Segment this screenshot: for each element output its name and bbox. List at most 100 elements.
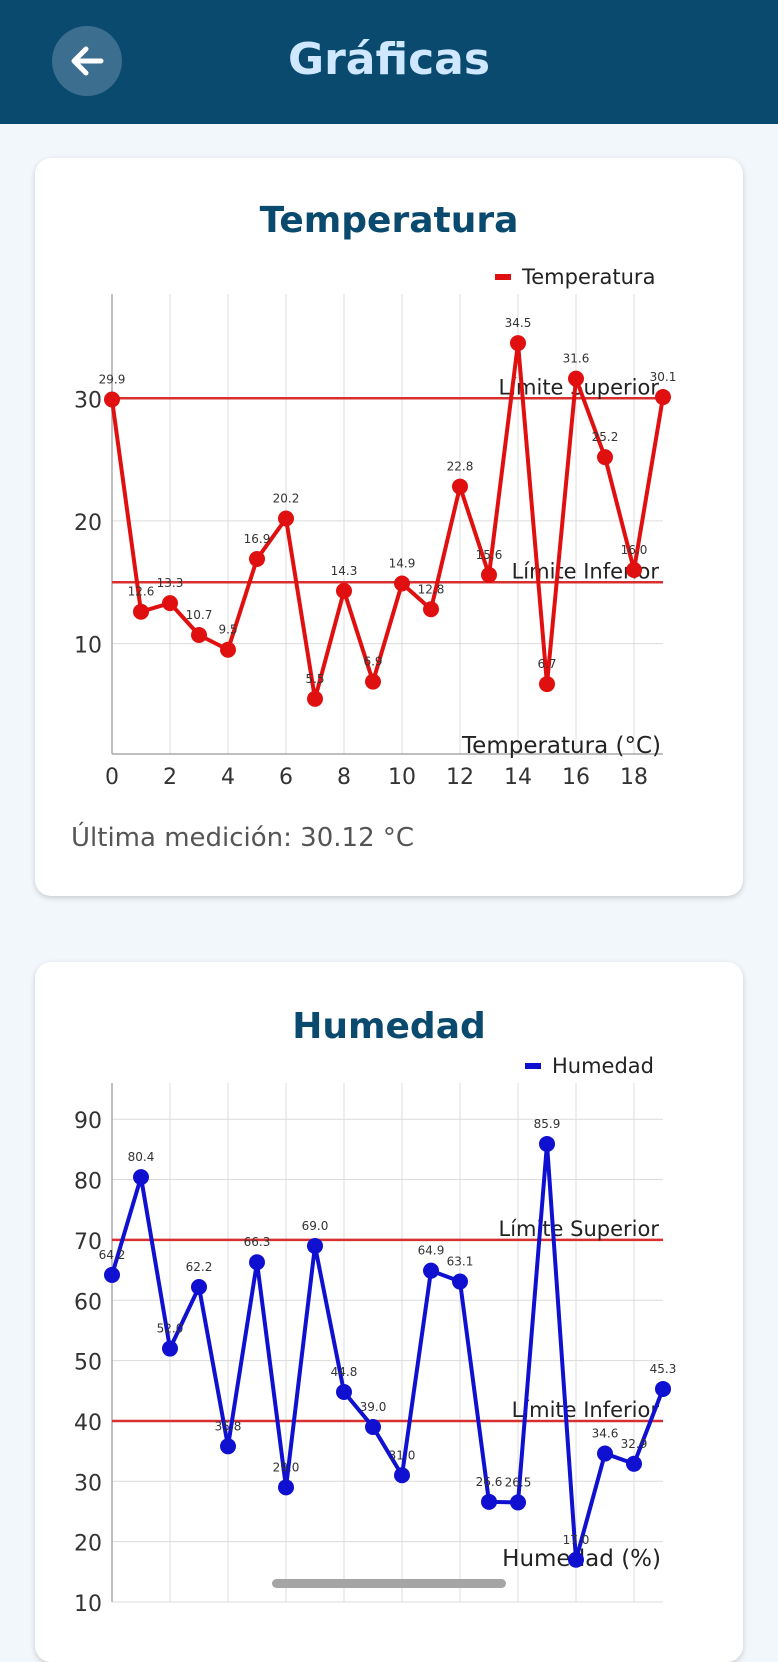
arrow-left-icon bbox=[71, 46, 104, 76]
data-point bbox=[133, 1169, 149, 1186]
x-tick-label: 16 bbox=[562, 765, 590, 790]
data-label: 5.5 bbox=[305, 672, 324, 686]
y-tick-label: 80 bbox=[74, 1170, 102, 1195]
data-point bbox=[162, 1340, 178, 1357]
data-point bbox=[365, 1418, 381, 1435]
upper-limit-label: Límite Superior bbox=[499, 1217, 660, 1241]
data-point bbox=[452, 478, 468, 495]
legend-swatch bbox=[525, 1063, 541, 1069]
x-tick-label: 0 bbox=[105, 765, 119, 790]
data-label: 14.3 bbox=[331, 564, 358, 578]
data-point bbox=[104, 1266, 120, 1283]
y-tick-label: 30 bbox=[74, 388, 102, 413]
x-tick-label: 18 bbox=[620, 765, 648, 790]
data-point bbox=[336, 1383, 352, 1400]
data-label: 16.9 bbox=[244, 532, 271, 546]
data-point bbox=[220, 641, 236, 658]
x-tick-label: 10 bbox=[388, 765, 416, 790]
y-tick-label: 40 bbox=[74, 1411, 102, 1436]
data-point bbox=[539, 676, 555, 693]
data-point bbox=[626, 562, 642, 578]
data-label: 64.2 bbox=[99, 1248, 126, 1262]
y-tick-label: 10 bbox=[74, 1592, 102, 1617]
data-label: 45.3 bbox=[650, 1362, 677, 1376]
data-point bbox=[365, 673, 381, 690]
data-label: 14.9 bbox=[389, 556, 416, 570]
data-point bbox=[249, 1254, 265, 1271]
data-point bbox=[278, 1479, 294, 1496]
data-point bbox=[510, 335, 526, 352]
last-reading-text: Última medición: 30.12 °C bbox=[71, 823, 415, 853]
data-point bbox=[394, 1467, 410, 1484]
data-label: 16.0 bbox=[621, 543, 648, 557]
data-point bbox=[539, 1135, 555, 1152]
data-point bbox=[336, 582, 352, 599]
data-point bbox=[655, 1380, 671, 1397]
data-label: 29.0 bbox=[273, 1460, 300, 1474]
data-point bbox=[220, 1438, 236, 1455]
data-label: 35.8 bbox=[215, 1419, 242, 1433]
legend-label: Temperatura bbox=[521, 265, 655, 289]
data-label: 15.6 bbox=[476, 548, 503, 562]
data-point bbox=[510, 1494, 526, 1511]
data-point bbox=[307, 1237, 323, 1254]
y-tick-label: 50 bbox=[74, 1351, 102, 1376]
x-tick-label: 14 bbox=[504, 765, 532, 790]
data-point bbox=[568, 370, 584, 387]
temperature-card: Temperatura 10 20 30 0 2 4 6 8 10 12 14 16 18 Límite … bbox=[35, 158, 743, 896]
y-tick-label: 60 bbox=[74, 1290, 102, 1315]
x-tick-label: 2 bbox=[163, 765, 177, 790]
data-label: 26.5 bbox=[505, 1475, 532, 1489]
data-point bbox=[104, 391, 120, 408]
y-tick-label: 20 bbox=[74, 511, 102, 536]
lower-limit-label: Límite Inferior bbox=[512, 1398, 660, 1422]
data-point bbox=[481, 1493, 497, 1510]
data-label: 9.5 bbox=[218, 623, 237, 637]
data-point bbox=[307, 690, 323, 707]
legend-label: Humedad bbox=[552, 1054, 654, 1078]
data-point bbox=[249, 550, 265, 567]
data-label: 12.6 bbox=[128, 585, 155, 599]
data-point bbox=[626, 1455, 642, 1472]
data-label: 32.9 bbox=[621, 1437, 648, 1451]
data-point bbox=[162, 595, 178, 612]
data-label: 39.0 bbox=[360, 1400, 387, 1414]
data-label: 52.0 bbox=[157, 1322, 184, 1336]
y-tick-label: 10 bbox=[74, 634, 102, 659]
data-label: 20.2 bbox=[273, 491, 300, 505]
data-label: 64.9 bbox=[418, 1244, 445, 1258]
data-label: 34.6 bbox=[592, 1427, 619, 1441]
humidity-card-title: Humedad bbox=[292, 1006, 486, 1047]
data-point bbox=[597, 449, 613, 466]
data-point bbox=[133, 603, 149, 620]
data-label: 63.1 bbox=[447, 1255, 474, 1269]
data-label: 44.8 bbox=[331, 1365, 358, 1379]
y-tick-label: 20 bbox=[74, 1532, 102, 1557]
data-point bbox=[394, 575, 410, 592]
data-point bbox=[423, 1262, 439, 1279]
data-point bbox=[191, 627, 207, 644]
home-indicator[interactable] bbox=[272, 1579, 506, 1588]
app-bar: Gráficas bbox=[0, 0, 778, 124]
data-label: 31.6 bbox=[563, 352, 590, 366]
data-label: 22.8 bbox=[447, 460, 474, 474]
data-label: 66.3 bbox=[244, 1235, 271, 1249]
data-label: 13.3 bbox=[157, 576, 184, 590]
data-point bbox=[481, 566, 497, 583]
x-tick-label: 12 bbox=[446, 765, 474, 790]
back-button[interactable] bbox=[52, 26, 122, 96]
data-label: 6.7 bbox=[537, 657, 556, 671]
data-point bbox=[597, 1445, 613, 1462]
data-point bbox=[191, 1278, 207, 1295]
x-axis-title: Temperatura (°C) bbox=[461, 733, 661, 759]
data-label: 62.2 bbox=[186, 1260, 213, 1274]
y-tick-label: 70 bbox=[74, 1230, 102, 1255]
data-point bbox=[278, 510, 294, 527]
data-point bbox=[568, 1551, 584, 1568]
legend-swatch bbox=[495, 274, 511, 280]
data-label: 26.6 bbox=[476, 1475, 503, 1489]
series-line bbox=[110, 1141, 665, 1562]
x-tick-label: 6 bbox=[279, 765, 293, 790]
data-label: 80.4 bbox=[128, 1150, 155, 1164]
